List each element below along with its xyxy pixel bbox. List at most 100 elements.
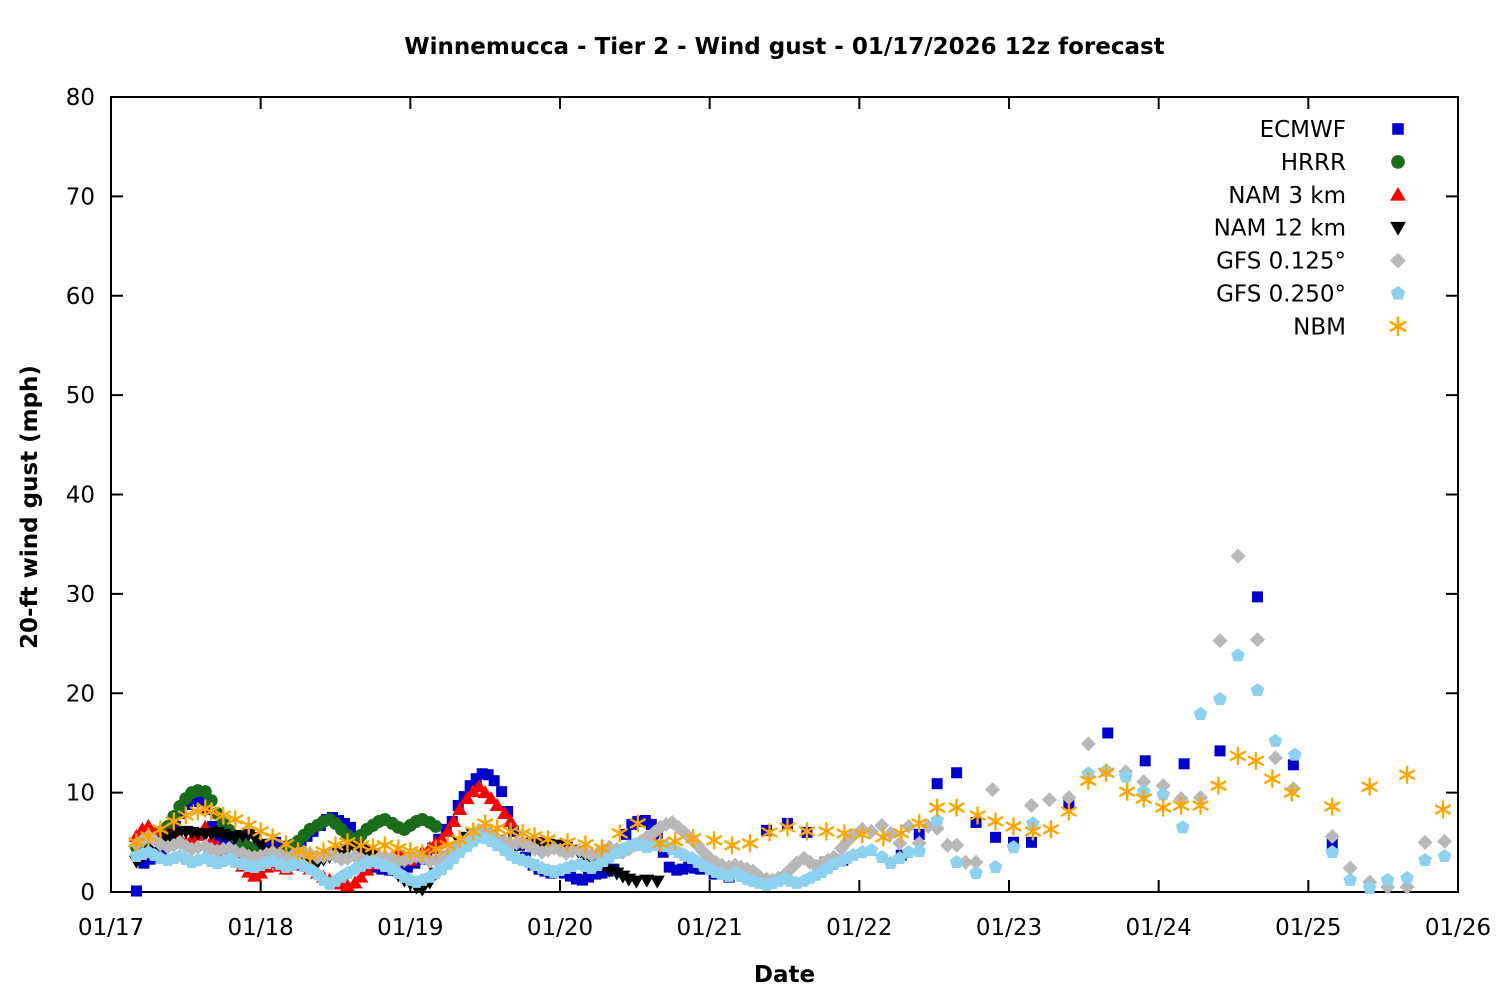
x-tick-label: 01/18 <box>228 915 294 941</box>
data-point-marker <box>207 820 219 832</box>
data-point-marker <box>440 823 456 837</box>
x-tick-label: 01/22 <box>826 915 892 941</box>
data-point-marker <box>1006 840 1021 854</box>
x-axis: 01/17 01/18 01/19 01/20 01/21 01/22 01/23 01/24… <box>78 97 1491 941</box>
data-point-marker <box>446 813 462 827</box>
data-point-marker <box>452 802 468 816</box>
data-point-marker <box>130 885 142 897</box>
data-point-marker <box>1136 774 1152 790</box>
data-point-marker <box>1362 880 1377 894</box>
data-point-marker <box>1390 252 1406 269</box>
data-point-marker <box>376 836 394 855</box>
data-point-marker <box>227 810 244 829</box>
data-point-marker <box>489 819 506 838</box>
x-tick-label: 01/19 <box>377 915 443 941</box>
data-point-marker <box>930 813 945 827</box>
data-point-marker <box>344 821 356 833</box>
x-tick-label: 01/26 <box>1425 915 1491 941</box>
data-point-marker <box>1155 778 1171 794</box>
data-point-marker <box>948 798 965 817</box>
data-point-marker <box>1193 706 1208 720</box>
data-point-marker <box>1102 727 1114 739</box>
data-point-marker <box>1398 765 1416 784</box>
data-point-marker <box>264 839 276 851</box>
data-point-marker <box>1213 692 1227 706</box>
data-point-marker <box>1230 548 1246 564</box>
data-point-marker <box>253 838 269 852</box>
data-point-marker <box>1324 828 1340 844</box>
data-point-marker <box>152 820 169 839</box>
data-point-marker <box>1390 285 1406 300</box>
data-point-marker <box>911 814 928 833</box>
data-point-marker <box>1247 751 1265 771</box>
data-point-marker <box>1005 817 1022 836</box>
data-point-marker <box>508 825 520 837</box>
data-point-marker <box>219 836 231 848</box>
data-point-marker <box>1418 853 1432 867</box>
data-point-marker <box>477 814 494 833</box>
data-point-marker <box>1268 733 1283 747</box>
data-point-marker <box>465 822 482 841</box>
data-point-marker <box>875 828 892 847</box>
data-point-marker <box>1024 822 1042 841</box>
data-point-marker <box>539 830 557 849</box>
data-point-marker <box>401 861 413 873</box>
data-point-marker <box>968 854 984 870</box>
data-point-marker <box>1155 798 1172 817</box>
y-tick-label: 0 <box>80 880 95 906</box>
y-tick-label: 50 <box>66 383 95 409</box>
data-point-marker <box>427 840 444 859</box>
data-point-marker <box>1380 872 1395 886</box>
data-point-marker <box>1392 123 1404 135</box>
data-point-marker <box>1324 797 1341 816</box>
data-point-marker <box>990 831 1002 843</box>
data-point-marker <box>893 824 910 843</box>
data-point-marker <box>1250 683 1265 697</box>
data-point-marker <box>247 831 263 845</box>
legend-label: ECMWF <box>1260 117 1346 143</box>
data-point-marker <box>177 806 194 825</box>
data-point-marker <box>590 868 602 880</box>
y-tick-label: 10 <box>66 781 95 807</box>
data-point-marker <box>1041 792 1057 808</box>
data-point-marker <box>929 798 946 817</box>
data-point-marker <box>969 806 986 825</box>
y-tick-label: 60 <box>66 284 95 310</box>
data-point-marker <box>645 818 657 830</box>
data-point-marker <box>1391 155 1405 169</box>
data-point-marker <box>620 828 632 840</box>
data-point-marker <box>1283 783 1300 802</box>
data-point-marker <box>582 871 594 883</box>
data-point-marker <box>1135 789 1152 808</box>
data-point-marker <box>685 829 702 848</box>
data-point-marker <box>1025 836 1037 848</box>
series-nbm <box>128 746 1452 865</box>
data-point-marker <box>1342 860 1358 876</box>
data-point-marker <box>434 831 450 845</box>
data-point-marker <box>970 816 982 828</box>
data-point-marker <box>1023 798 1039 814</box>
data-point-marker <box>215 806 232 825</box>
data-point-marker <box>931 778 943 790</box>
data-point-marker <box>854 825 871 844</box>
data-point-marker <box>1361 777 1378 796</box>
data-point-marker <box>339 833 356 852</box>
data-point-marker <box>429 819 443 833</box>
data-point-marker <box>1437 849 1452 863</box>
data-point-marker <box>1267 750 1283 766</box>
data-point-marker <box>741 834 759 853</box>
data-point-marker <box>488 775 500 787</box>
data-point-marker <box>327 836 344 855</box>
data-point-marker <box>1192 796 1209 815</box>
data-point-marker <box>1434 800 1452 819</box>
data-point-marker <box>652 834 669 853</box>
data-point-marker <box>1417 834 1433 850</box>
data-point-marker <box>514 824 531 843</box>
data-point-marker <box>270 836 282 848</box>
data-point-marker <box>683 861 695 873</box>
data-point-marker <box>576 874 588 886</box>
data-point-marker <box>639 874 655 888</box>
data-point-marker <box>204 794 218 808</box>
data-point-marker <box>626 818 638 830</box>
